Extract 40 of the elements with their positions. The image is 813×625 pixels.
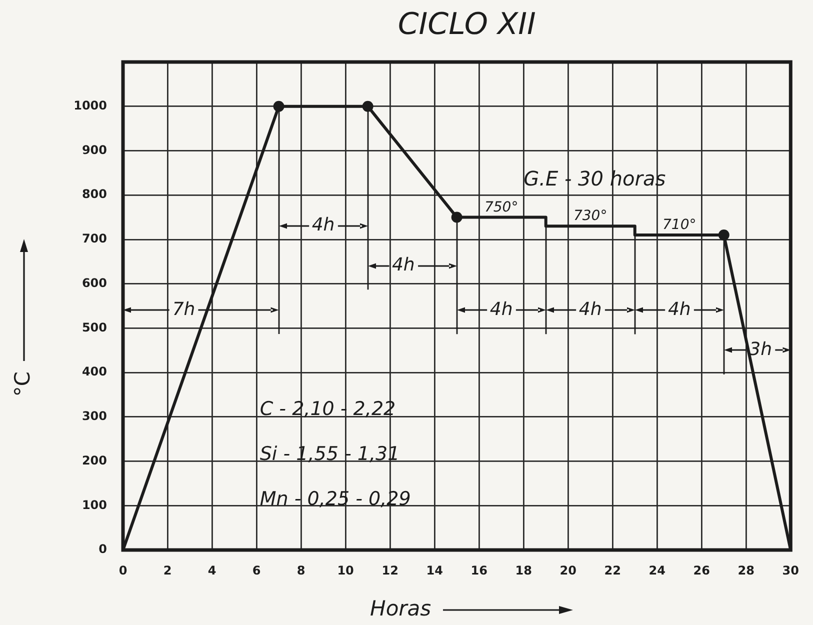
y-tick-label: 500 [82, 320, 107, 334]
annotation: 710° [662, 217, 696, 234]
x-tick-label: 22 [604, 563, 621, 578]
x-tick-label: 4 [208, 563, 216, 578]
annotation: 4h [668, 299, 691, 320]
y-tick-label: 200 [82, 453, 107, 468]
annotation: 4h [312, 214, 335, 236]
x-tick-label: 30 [782, 563, 799, 578]
annotation: 3h [749, 339, 772, 360]
y-tick-label: 400 [82, 364, 107, 379]
y-tick-label: 100 [82, 498, 107, 512]
y-tick-label: 800 [82, 187, 107, 202]
y-tick-label: 300 [82, 409, 107, 424]
x-axis-title: Horas [370, 596, 432, 620]
x-tick-label: 16 [470, 563, 488, 578]
x-tick-label: 26 [693, 563, 710, 578]
x-tick-label: 6 [252, 563, 261, 578]
x-tick-label: 24 [648, 563, 666, 578]
annotation: 730° [573, 208, 608, 224]
y-tick-label: 600 [82, 276, 107, 290]
y-tick-label: 700 [82, 232, 107, 246]
x-tick-label: 0 [118, 563, 128, 578]
x-tick-label: 12 [382, 563, 398, 578]
y-tick-label: 1000 [74, 98, 107, 112]
x-tick-label: 20 [560, 563, 576, 578]
y-axis-title: °C [10, 371, 34, 397]
x-tick-label: 18 [515, 563, 532, 578]
annotation: 4h [490, 299, 513, 320]
annotation: 4h [392, 254, 415, 276]
x-tick-label: 28 [738, 563, 754, 578]
annotation: 750° [484, 199, 518, 216]
y-tick-label: 900 [82, 142, 107, 157]
x-tick-label: 14 [426, 563, 443, 578]
x-tick-label: 10 [337, 563, 354, 578]
x-tick-label: 2 [163, 563, 172, 578]
x-tick-label: 8 [296, 563, 306, 578]
annotation: 7h [172, 299, 196, 320]
y-tick-label: 0 [98, 542, 107, 556]
annotation: 4h [578, 299, 602, 320]
chart-title: CICLO XII [398, 6, 536, 42]
